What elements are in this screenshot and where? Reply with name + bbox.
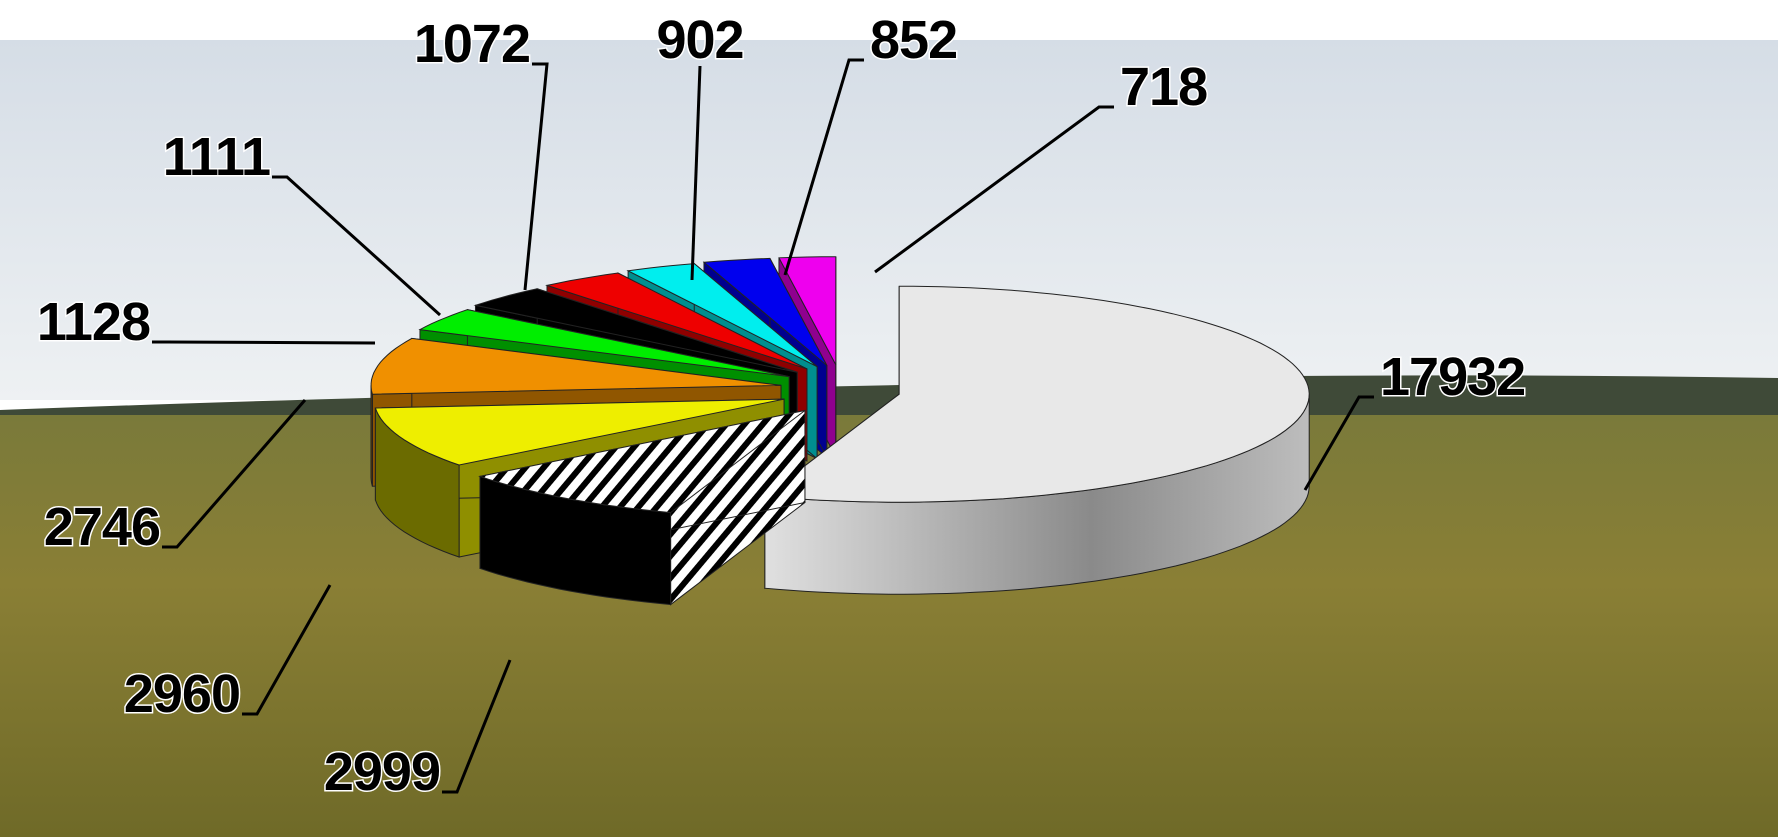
leader-line <box>783 58 864 276</box>
slice <box>370 337 782 395</box>
data-label: 718 <box>1120 57 1207 117</box>
slice <box>626 263 818 368</box>
data-label: 2999 <box>324 742 440 802</box>
data-label: 852 <box>870 10 957 70</box>
sky <box>0 40 1778 400</box>
leader-line <box>162 399 307 549</box>
slice <box>763 285 1310 503</box>
data-label: 902 <box>656 10 743 70</box>
leader-line <box>1303 395 1374 491</box>
slice <box>374 398 785 466</box>
leader-line <box>152 340 376 345</box>
leader-line <box>690 65 702 281</box>
data-label: 2746 <box>44 497 160 557</box>
labels: 17932 2999 2960 2746 1128 1111 1072 902 852 718 <box>35 9 1527 804</box>
data-label: 1128 <box>37 292 150 352</box>
leader-line <box>523 62 549 291</box>
data-label: 1111 <box>163 127 270 187</box>
leader-line <box>272 175 442 317</box>
slice <box>478 410 806 514</box>
data-label: 2960 <box>124 664 240 724</box>
slice-side <box>370 385 373 487</box>
leader-line <box>242 584 332 716</box>
leader-line <box>442 659 512 794</box>
slice <box>545 272 808 370</box>
data-label: 1072 <box>414 14 530 74</box>
slice <box>473 288 798 373</box>
slice <box>778 256 837 366</box>
data-label: 17932 <box>1380 347 1525 407</box>
slice <box>702 257 828 366</box>
pie <box>370 256 1310 606</box>
slice <box>418 309 790 378</box>
leader-line <box>874 105 1114 274</box>
